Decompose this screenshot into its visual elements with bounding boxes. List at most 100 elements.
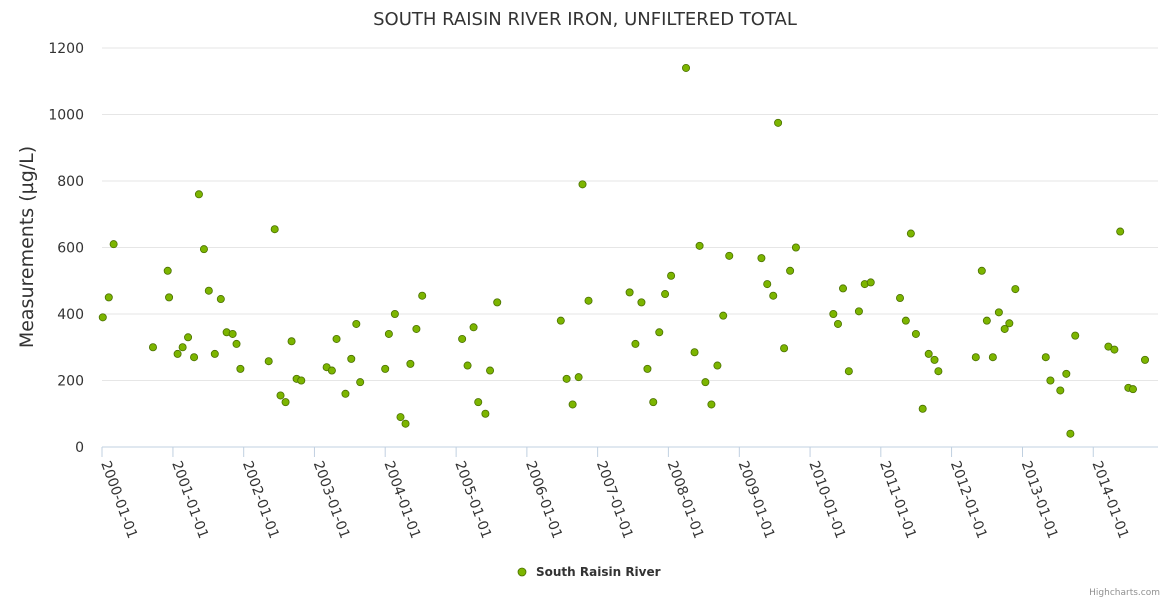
data-point[interactable] [204, 286, 213, 295]
data-point[interactable] [401, 419, 410, 428]
data-point[interactable] [190, 353, 199, 362]
data-point[interactable] [625, 288, 634, 297]
data-point[interactable] [184, 333, 193, 342]
data-point[interactable] [584, 296, 593, 305]
data-point[interactable] [232, 339, 241, 348]
data-point[interactable] [637, 298, 646, 307]
data-point[interactable] [1128, 385, 1137, 394]
data-point[interactable] [412, 324, 421, 333]
data-point[interactable] [994, 308, 1003, 317]
data-point[interactable] [682, 63, 691, 72]
legend-item-south-raisin-river[interactable]: South Raisin River [536, 565, 661, 579]
data-point[interactable] [98, 313, 107, 322]
data-point[interactable] [833, 319, 842, 328]
data-point[interactable] [1005, 319, 1014, 328]
data-point[interactable] [469, 323, 478, 332]
data-point[interactable] [1000, 324, 1009, 333]
data-point[interactable] [977, 266, 986, 275]
data-point[interactable] [918, 404, 927, 413]
data-point[interactable] [631, 339, 640, 348]
credits-link[interactable]: Highcharts.com [1089, 588, 1160, 598]
data-point[interactable] [384, 329, 393, 338]
data-point[interactable] [104, 293, 113, 302]
data-point[interactable] [713, 361, 722, 370]
data-point[interactable] [725, 251, 734, 260]
data-point[interactable] [695, 241, 704, 250]
data-point[interactable] [707, 400, 716, 409]
data-point[interactable] [418, 291, 427, 300]
data-point[interactable] [173, 349, 182, 358]
data-point[interactable] [578, 180, 587, 189]
data-point[interactable] [786, 266, 795, 275]
data-point[interactable] [719, 311, 728, 320]
data-point[interactable] [481, 409, 490, 418]
data-point[interactable] [643, 364, 652, 373]
data-point[interactable] [327, 366, 336, 375]
data-point[interactable] [276, 391, 285, 400]
data-point[interactable] [930, 355, 939, 364]
data-point[interactable] [690, 348, 699, 357]
data-point[interactable] [906, 229, 915, 238]
data-point[interactable] [854, 307, 863, 316]
data-point[interactable] [109, 240, 118, 249]
data-point[interactable] [988, 353, 997, 362]
data-point[interactable] [210, 349, 219, 358]
data-point[interactable] [1046, 376, 1055, 385]
data-point[interactable] [352, 319, 361, 328]
data-point[interactable] [1141, 355, 1150, 364]
data-point[interactable] [1041, 353, 1050, 362]
data-point[interactable] [486, 366, 495, 375]
data-point[interactable] [1116, 227, 1125, 236]
data-point[interactable] [562, 374, 571, 383]
data-point[interactable] [148, 343, 157, 352]
data-point[interactable] [757, 254, 766, 263]
data-point[interactable] [667, 271, 676, 280]
data-point[interactable] [1071, 331, 1080, 340]
data-point[interactable] [661, 290, 670, 299]
data-point[interactable] [655, 328, 664, 337]
data-point[interactable] [769, 291, 778, 300]
data-point[interactable] [649, 398, 658, 407]
data-point[interactable] [281, 398, 290, 407]
data-point[interactable] [1056, 386, 1065, 395]
data-point[interactable] [297, 376, 306, 385]
data-point[interactable] [901, 316, 910, 325]
data-point[interactable] [568, 400, 577, 409]
data-point[interactable] [763, 280, 772, 289]
data-point[interactable] [839, 284, 848, 293]
data-point[interactable] [1062, 369, 1071, 378]
data-point[interactable] [844, 367, 853, 376]
data-point[interactable] [163, 266, 172, 275]
data-point[interactable] [216, 295, 225, 304]
data-point[interactable] [347, 354, 356, 363]
data-point[interactable] [474, 398, 483, 407]
data-point[interactable] [574, 373, 583, 382]
data-point[interactable] [458, 334, 467, 343]
data-point[interactable] [178, 343, 187, 352]
data-point[interactable] [381, 364, 390, 373]
data-point[interactable] [194, 190, 203, 199]
data-point[interactable] [1110, 345, 1119, 354]
data-point[interactable] [463, 361, 472, 370]
data-point[interactable] [165, 293, 174, 302]
data-point[interactable] [982, 316, 991, 325]
data-point[interactable] [356, 378, 365, 387]
data-point[interactable] [236, 364, 245, 373]
data-point[interactable] [791, 243, 800, 252]
data-point[interactable] [701, 378, 710, 387]
data-point[interactable] [396, 413, 405, 422]
data-point[interactable] [341, 389, 350, 398]
data-point[interactable] [264, 357, 273, 366]
data-point[interactable] [332, 334, 341, 343]
data-point[interactable] [780, 344, 789, 353]
data-point[interactable] [406, 359, 415, 368]
data-point[interactable] [934, 367, 943, 376]
data-point[interactable] [866, 278, 875, 287]
data-point[interactable] [1066, 429, 1075, 438]
data-point[interactable] [971, 353, 980, 362]
data-point[interactable] [911, 329, 920, 338]
data-point[interactable] [774, 118, 783, 127]
data-point[interactable] [896, 294, 905, 303]
data-point[interactable] [924, 349, 933, 358]
data-point[interactable] [228, 329, 237, 338]
